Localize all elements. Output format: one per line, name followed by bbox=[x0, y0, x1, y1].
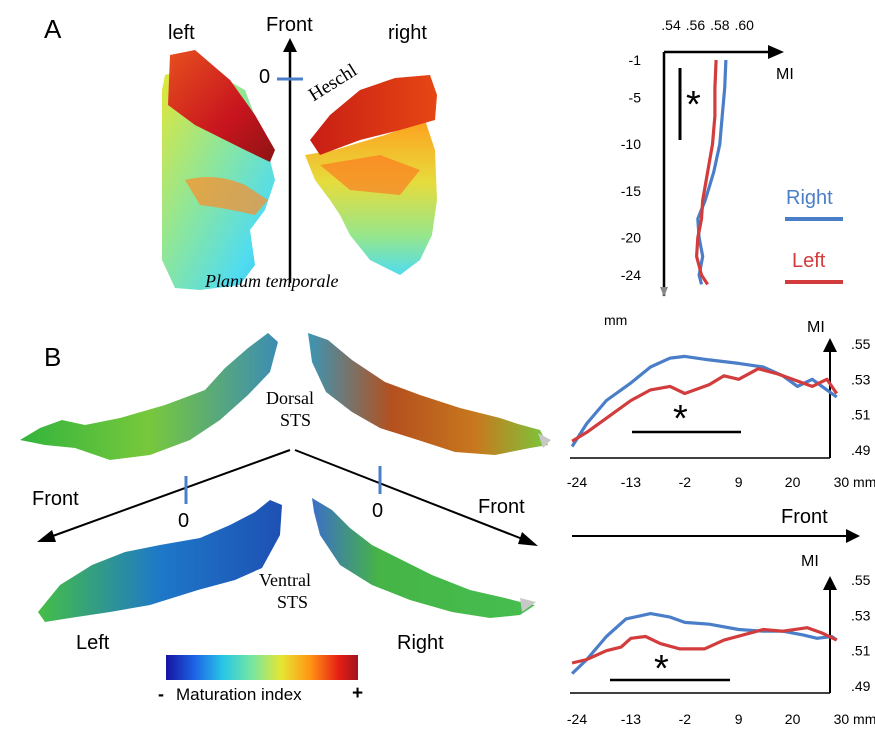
chart-b2-series-left bbox=[571, 626, 838, 665]
front-axis-label: Front bbox=[781, 506, 828, 528]
chart-b1-y-tick: .51 bbox=[851, 407, 871, 423]
chart-a-series-left bbox=[695, 59, 718, 286]
chart-a-y-tick: -10 bbox=[621, 136, 641, 152]
ventral-sts-label: STS bbox=[277, 592, 309, 612]
chart-a-significance: * bbox=[686, 84, 701, 126]
left-hemisphere-label: Left bbox=[76, 632, 110, 654]
chart-b1: -24 -13 -2 9 20 30 mm .55 .53 .51 .49 bbox=[567, 336, 875, 490]
heschl-left-gyrus bbox=[168, 50, 275, 162]
panel-b-letter: B bbox=[44, 342, 62, 372]
chart-b2-y-tick: .49 bbox=[851, 678, 871, 694]
chart-b2-x-tick: -24 bbox=[567, 711, 587, 727]
chart-b2-x-tick: -13 bbox=[621, 711, 641, 727]
planum-right-surface bbox=[305, 120, 437, 275]
dorsal-label: Dorsal bbox=[266, 388, 314, 408]
chart-b1-x-tick: 20 bbox=[785, 474, 801, 490]
chart-b1-y-arrowhead bbox=[823, 338, 837, 352]
chart-b1-xlabel: mm bbox=[604, 312, 628, 328]
front-arrow-left-head bbox=[37, 530, 56, 542]
dorsal-sts-left bbox=[20, 333, 278, 460]
colorbar-plus: + bbox=[352, 683, 364, 704]
colorbar bbox=[166, 655, 358, 680]
sts-tip-right-dorsal bbox=[538, 433, 551, 448]
chart-a-x-tick: .56 bbox=[686, 17, 706, 33]
chart-b1-ylabel: MI bbox=[807, 319, 825, 336]
chart-b2-y-tick: .51 bbox=[851, 643, 871, 659]
chart-a-y-arrowhead bbox=[660, 287, 668, 297]
chart-a-series-right bbox=[696, 59, 728, 285]
panel-a-right-label: right bbox=[388, 22, 427, 44]
ventral-sts-left bbox=[38, 500, 282, 622]
zero-left-label: 0 bbox=[178, 510, 190, 532]
chart-a-y-tick: -15 bbox=[621, 183, 641, 199]
chart-b1-series-left bbox=[571, 367, 839, 443]
chart-b2-y-arrowhead bbox=[823, 576, 837, 590]
dorsal-sts-right bbox=[308, 333, 548, 455]
chart-b1-x-tick: -24 bbox=[567, 474, 587, 490]
sts-tip-right-ventral bbox=[520, 598, 536, 612]
right-hemisphere-label: Right bbox=[397, 632, 444, 654]
panel-a-zero-label: 0 bbox=[259, 66, 271, 88]
chart-b2-x-tick: 9 bbox=[735, 711, 743, 727]
chart-a-x-tick: .58 bbox=[710, 17, 730, 33]
dorsal-sts-label: STS bbox=[280, 410, 312, 430]
chart-b1-significance: * bbox=[673, 398, 688, 440]
chart-b1-y-tick: .49 bbox=[851, 442, 871, 458]
front-arrow-right bbox=[294, 449, 526, 541]
chart-b2-x-tick: -2 bbox=[679, 711, 692, 727]
chart-a-y-tick: -1 bbox=[629, 52, 642, 68]
chart-b2-y-tick: .53 bbox=[851, 607, 871, 623]
chart-a-x-arrowhead bbox=[768, 45, 784, 59]
chart-b2: -24 -13 -2 9 20 30 mm .55 .53 .51 .49 bbox=[567, 572, 875, 727]
chart-a-xlabel: MI bbox=[776, 66, 794, 83]
ventral-sts-right bbox=[312, 498, 535, 618]
front-right-label: Front bbox=[478, 496, 525, 518]
front-arrow-right-head bbox=[518, 532, 538, 546]
panel-a-front-label: Front bbox=[266, 14, 313, 36]
zero-right-label: 0 bbox=[372, 500, 384, 522]
chart-b1-x-tick: -2 bbox=[679, 474, 692, 490]
chart-b1-y-tick: .53 bbox=[851, 371, 871, 387]
chart-b1-x-tick: 9 bbox=[735, 474, 743, 490]
chart-b2-significance: * bbox=[654, 648, 669, 690]
chart-b1-series-right bbox=[570, 354, 838, 448]
colorbar-label: Maturation index bbox=[176, 685, 302, 704]
front-left-label: Front bbox=[32, 488, 79, 510]
front-axis-a-arrowhead bbox=[283, 38, 297, 52]
chart-a-y-tick: -20 bbox=[621, 230, 641, 246]
panel-a-letter: A bbox=[44, 14, 62, 44]
chart-a-y-tick: -5 bbox=[629, 89, 642, 105]
chart-b2-ylabel: MI bbox=[801, 553, 819, 570]
chart-b1-y-tick: .55 bbox=[851, 336, 871, 352]
chart-b2-y-tick: .55 bbox=[851, 572, 871, 588]
chart-a-x-tick: .60 bbox=[734, 17, 754, 33]
chart-b2-series-right bbox=[570, 612, 838, 675]
chart-a-y-tick: -24 bbox=[621, 267, 641, 283]
panel-a-left-label: left bbox=[168, 22, 195, 44]
front-axis-b-arrowhead bbox=[846, 529, 860, 543]
chart-a: .54 .56.58.60 -1 -5 -10 -15 -20 -24 bbox=[621, 17, 843, 297]
chart-b2-x-tick: 20 bbox=[785, 711, 801, 727]
chart-b2-x-tick: 30 mm bbox=[834, 711, 875, 727]
ventral-label: Ventral bbox=[259, 570, 311, 590]
chart-a-x-tick: .54 bbox=[661, 17, 681, 33]
legend-left-label: Left bbox=[792, 250, 826, 272]
legend-right-label: Right bbox=[786, 187, 833, 209]
colorbar-minus: - bbox=[158, 684, 164, 704]
front-arrow-left bbox=[49, 449, 291, 538]
chart-b1-x-tick: -13 bbox=[621, 474, 641, 490]
planum-temporale-label: Planum temporale bbox=[205, 271, 339, 291]
heschl-right-gyrus bbox=[310, 75, 437, 155]
chart-b1-x-tick: 30 mm bbox=[834, 474, 875, 490]
